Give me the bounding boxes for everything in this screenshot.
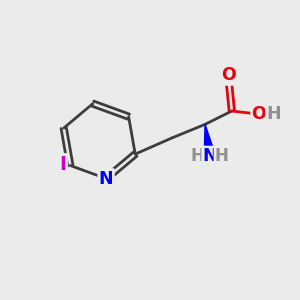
- Text: H: H: [266, 105, 281, 123]
- Text: H: H: [191, 147, 205, 165]
- Text: N: N: [99, 169, 113, 188]
- Text: I: I: [59, 154, 66, 174]
- Text: O: O: [251, 105, 266, 123]
- Text: N: N: [202, 147, 217, 165]
- Text: O: O: [221, 66, 236, 84]
- Text: H: H: [214, 147, 228, 165]
- Polygon shape: [204, 124, 215, 155]
